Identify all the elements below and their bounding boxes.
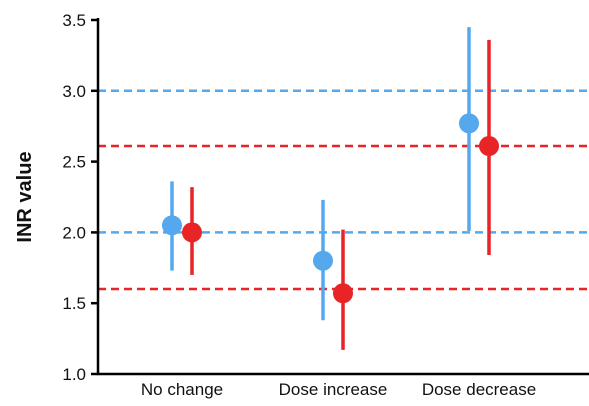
- x-category-label: No change: [141, 380, 223, 399]
- data-point: [313, 250, 333, 271]
- y-ticks: 1.0 1.5 2.0 2.5 3.0 3.5: [62, 11, 98, 384]
- error-bars: [170, 27, 491, 350]
- data-point: [479, 136, 499, 157]
- y-tick-label: 2.0: [62, 223, 86, 242]
- y-axis-title: INR value: [14, 151, 36, 242]
- y-tick-label: 1.5: [62, 294, 86, 313]
- data-point: [333, 283, 353, 304]
- y-tick-label: 3.5: [62, 11, 86, 30]
- y-tick-label: 2.5: [62, 153, 86, 172]
- x-category-labels: No change Dose increase Dose decrease: [141, 380, 536, 399]
- y-tick-label: 3.0: [62, 82, 86, 101]
- data-point: [162, 215, 182, 236]
- y-tick-label: 1.0: [62, 365, 86, 384]
- x-category-label: Dose increase: [279, 380, 388, 399]
- x-category-label: Dose decrease: [422, 380, 536, 399]
- data-point: [459, 113, 479, 134]
- reference-lines: [98, 89, 589, 291]
- data-points: [162, 113, 499, 304]
- data-point: [182, 222, 202, 243]
- axes: [96, 18, 589, 376]
